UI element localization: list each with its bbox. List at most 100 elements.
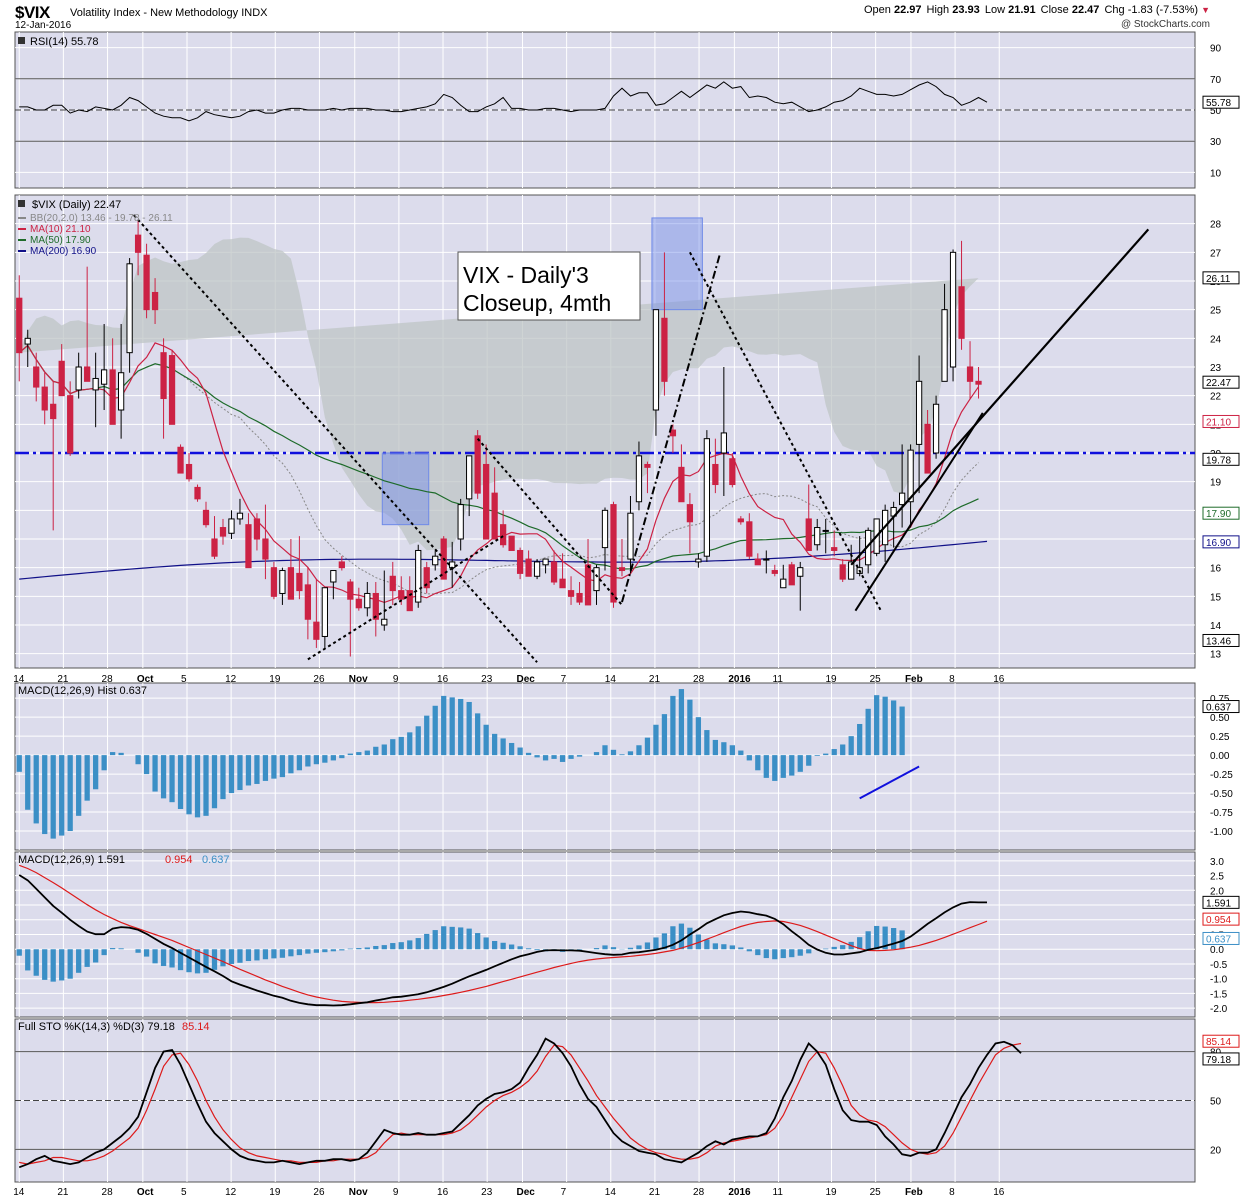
rsi-last-badge-box [1202, 95, 1240, 109]
candle-body [703, 438, 711, 557]
x-tick-label: 16 [993, 674, 1005, 685]
y-tick-label: 24 [1210, 334, 1222, 345]
hist-bar [203, 755, 209, 816]
macd-hist-bar [746, 949, 752, 952]
macd-signal-badge-box [1202, 912, 1240, 926]
hist-bar [50, 755, 56, 839]
macd-hist-bar [610, 947, 617, 950]
hist-bar [627, 751, 634, 756]
macd-hist-bar [475, 933, 481, 950]
candle-body [168, 355, 176, 425]
hist-bar [746, 755, 752, 761]
x-tick-label-bottom: 14 [13, 1187, 25, 1198]
y-tick-label: -1.0 [1210, 975, 1228, 986]
macd-hist-bar [865, 931, 871, 950]
macd-hist-bar [857, 937, 863, 950]
x-tick-label-bottom: Dec [516, 1187, 535, 1198]
candle-body [814, 527, 821, 546]
candle-body [219, 527, 227, 537]
macd-hist-bar [891, 928, 897, 950]
hist-bar [211, 755, 218, 809]
x-tick-label-bottom: 5 [181, 1187, 187, 1198]
macd-line [18, 874, 987, 1007]
macd-hist-bar [593, 948, 600, 950]
y-tick-label: -0.5 [1210, 960, 1228, 971]
macd-hist-bar [704, 939, 710, 950]
candle-body [160, 352, 167, 400]
candle-body [466, 455, 473, 500]
x-tick-label-bottom: Nov [349, 1187, 368, 1198]
stoch-k-badge: 79.18 [1206, 1055, 1231, 1066]
candle-body [508, 535, 515, 551]
hist-bar [636, 745, 642, 756]
stoch-k-badge-box [1202, 1052, 1240, 1066]
trend-line-down-2 [476, 438, 623, 606]
candle-body [279, 570, 286, 594]
hist-bar [415, 726, 421, 756]
candle-body [287, 567, 295, 600]
macd-signal-label: 0.954 [165, 854, 193, 866]
macd-hist-bar [636, 945, 642, 950]
x-tick-label: 11 [773, 674, 784, 685]
hist-bar [322, 755, 328, 763]
candle-body [355, 598, 362, 609]
macd-hist-label: MACD(12,26,9) Hist 0.637 [18, 685, 147, 697]
hist-bar [500, 738, 506, 756]
hist-bar [449, 697, 455, 756]
hist-bar [559, 755, 566, 762]
macd-hist-bar [67, 949, 73, 979]
macd-hist-value-label: 0.637 [202, 854, 230, 866]
candle-body [966, 366, 974, 382]
macd-hist-bar [160, 949, 167, 967]
highlight-box-dec [651, 217, 703, 311]
macd-hist-bar [305, 949, 311, 954]
hist-bar [93, 755, 99, 790]
candle-body [941, 309, 948, 382]
macd-hist-bar [525, 948, 532, 950]
hist-bar [814, 755, 820, 756]
candle-body [84, 366, 91, 382]
hist-bar [772, 755, 778, 781]
macd-hist-bar [339, 949, 345, 951]
x-tick-label-bottom: 7 [561, 1187, 567, 1198]
hist-bar [551, 755, 557, 759]
candle-body [338, 561, 345, 569]
macd-hist-bar [143, 949, 150, 957]
x-tick-label-bottom: 25 [870, 1187, 882, 1198]
macd-hist-bar [347, 948, 353, 950]
hist-bar [857, 723, 863, 756]
candle-body [92, 377, 99, 391]
hist-bar [644, 737, 651, 756]
macd-hist-bar [16, 949, 22, 956]
x-tick-label-bottom: 28 [102, 1187, 114, 1198]
hist-bar [296, 755, 303, 771]
hist-bar [823, 753, 829, 756]
macd-hist-bar [415, 938, 421, 950]
trend-line-down-3 [689, 251, 882, 612]
hist-bar [271, 755, 277, 779]
candle-body [372, 592, 379, 620]
x-tick-label-bottom: 2016 [728, 1187, 751, 1198]
chart-header: $VIX Volatility Index - New Methodology … [0, 0, 1250, 31]
ohlc-readout: Open 22.97 High 23.93 Low 21.91 Close 22… [864, 4, 1210, 16]
macd-hist-bar [279, 949, 286, 958]
candle-body [406, 590, 413, 612]
macd-hist-bar [492, 940, 498, 950]
macd-hist-bar [262, 949, 269, 960]
macd-hist-bar [763, 949, 769, 959]
hist-bar [517, 747, 523, 756]
candle-body [415, 549, 422, 603]
macd-hist-bar [330, 949, 336, 952]
x-tick-label-bottom: 26 [313, 1187, 325, 1198]
macd-hist-bar [772, 949, 778, 960]
x-tick-label: Feb [905, 674, 923, 685]
hist-bar [576, 755, 583, 757]
x-tick-label: 21 [649, 674, 661, 685]
candle-body [848, 561, 855, 580]
candle-body [720, 432, 727, 454]
hist-bar [356, 752, 362, 756]
hist-bar [432, 705, 438, 756]
macd-hist-bar [644, 942, 651, 950]
y-tick-label: 50 [1210, 106, 1222, 117]
candle-body [712, 463, 719, 486]
